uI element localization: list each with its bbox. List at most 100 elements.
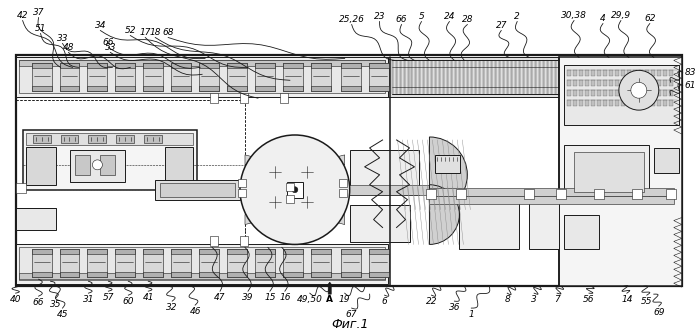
Circle shape [292,187,298,193]
Bar [657,80,661,86]
Text: 28: 28 [461,15,473,24]
Bar [597,70,601,76]
Text: 40: 40 [10,295,22,304]
Bar [283,272,303,277]
Bar [609,100,613,106]
Bar [573,100,577,106]
Bar [440,60,442,94]
FancyArrow shape [327,282,332,294]
Bar [19,273,384,279]
Bar [621,80,625,86]
Bar [573,90,577,96]
Bar [339,189,346,197]
Bar [639,70,643,76]
Bar [615,100,619,106]
Bar [564,65,679,125]
Bar [255,249,275,277]
Bar [657,100,661,106]
Bar [60,249,80,254]
Bar [26,133,193,145]
Text: 62: 62 [644,14,655,23]
Bar [32,86,52,91]
Bar [227,249,247,277]
Bar [633,100,637,106]
Bar [172,272,191,277]
Text: 61: 61 [685,81,696,90]
Bar [535,60,537,94]
Bar [499,60,501,94]
Bar [199,249,219,254]
Bar [19,60,384,66]
Circle shape [619,70,659,110]
Bar [668,80,673,86]
Text: 42: 42 [17,11,29,20]
Bar [311,63,330,68]
Circle shape [92,160,102,170]
Bar [447,60,449,94]
Text: 68: 68 [162,28,174,37]
Bar [426,189,436,199]
Bar [33,135,50,143]
Bar [15,244,388,284]
Bar [172,63,191,91]
Bar [609,80,613,86]
Bar [435,155,461,173]
Bar [116,272,135,277]
Bar [240,236,248,246]
Bar [311,249,330,254]
Bar [172,249,191,254]
Bar [615,80,619,86]
Bar [341,249,360,277]
Bar [403,60,405,94]
Circle shape [240,135,350,244]
Bar [508,60,509,94]
Bar [76,155,90,175]
Bar [199,272,219,277]
Bar [283,63,303,68]
Bar [369,63,389,68]
Bar [603,90,607,96]
Bar [594,189,604,199]
Bar [116,63,135,68]
Bar [651,90,654,96]
Bar [238,179,246,187]
Bar [597,100,601,106]
Bar [144,249,163,277]
Text: 60: 60 [122,297,134,306]
Bar [227,249,247,254]
Bar [238,189,246,197]
Bar [564,214,599,249]
Bar [339,179,346,187]
Bar [483,60,485,94]
Text: 29,9: 29,9 [611,11,631,20]
Bar [428,60,429,94]
Text: A: A [326,295,333,304]
Bar [369,249,389,277]
Bar [475,60,477,94]
Bar [165,147,193,185]
Bar [199,63,219,68]
Bar [88,272,107,277]
Text: 17: 17 [139,28,151,37]
Bar [559,57,682,286]
Polygon shape [245,155,265,165]
Bar [663,70,666,76]
Bar [88,249,107,277]
Bar [429,196,673,204]
Bar [311,249,330,277]
Bar [412,60,414,94]
Bar [283,86,303,91]
Bar [32,63,52,91]
Polygon shape [325,155,344,165]
Bar [603,70,607,76]
Text: 16: 16 [279,293,290,302]
Bar [519,60,522,94]
Bar [597,80,601,86]
Text: 66: 66 [395,15,407,24]
Text: 31: 31 [83,295,94,304]
Bar [199,63,219,91]
Bar [523,60,525,94]
Text: 48: 48 [63,43,74,52]
Bar [369,249,389,254]
Bar [311,272,330,277]
